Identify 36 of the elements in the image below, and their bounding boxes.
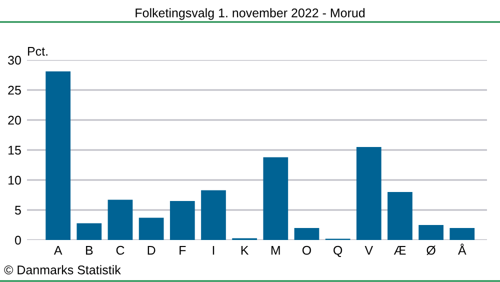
- bar: [46, 71, 71, 240]
- bar: [294, 228, 320, 240]
- x-tick-label: O: [302, 246, 311, 255]
- x-tick-label: K: [241, 246, 249, 255]
- bar: [201, 190, 226, 240]
- bar: [138, 218, 164, 240]
- bar: [418, 225, 444, 240]
- y-tick-label: 20: [8, 116, 21, 125]
- bar: [388, 192, 412, 240]
- y-tick-label: 10: [8, 176, 21, 185]
- x-tick-label: D: [148, 246, 156, 255]
- x-tick-label: Ø: [426, 246, 436, 255]
- x-tick-label: A: [54, 246, 62, 255]
- y-axis-title: Pct.: [28, 47, 48, 56]
- y-tick-label: 15: [8, 146, 21, 155]
- x-tick-label: B: [86, 246, 93, 255]
- y-tick-label: 0: [14, 236, 21, 245]
- bar: [76, 223, 102, 240]
- x-tick-label: C: [116, 246, 124, 255]
- x-tick-label: I: [212, 246, 214, 255]
- chart-title: Folketingsvalg 1. november 2022 - Morud: [136, 8, 365, 20]
- bar: [108, 200, 133, 240]
- bar: [170, 201, 195, 240]
- bar: [263, 157, 288, 240]
- y-tick-label: 5: [14, 206, 21, 215]
- x-tick-label: Q: [334, 246, 342, 257]
- x-tick-label: Å: [458, 244, 466, 255]
- y-tick-label: 25: [8, 86, 21, 95]
- text: © Danmarks Statistik: [4, 265, 121, 274]
- x-tick-label: V: [364, 246, 374, 255]
- bar: [356, 147, 382, 240]
- x-tick-label: M: [271, 246, 280, 255]
- y-tick-label: 30: [8, 56, 21, 65]
- x-tick-label: Æ: [394, 246, 406, 255]
- x-tick-label: F: [180, 246, 186, 255]
- bar: [450, 228, 475, 240]
